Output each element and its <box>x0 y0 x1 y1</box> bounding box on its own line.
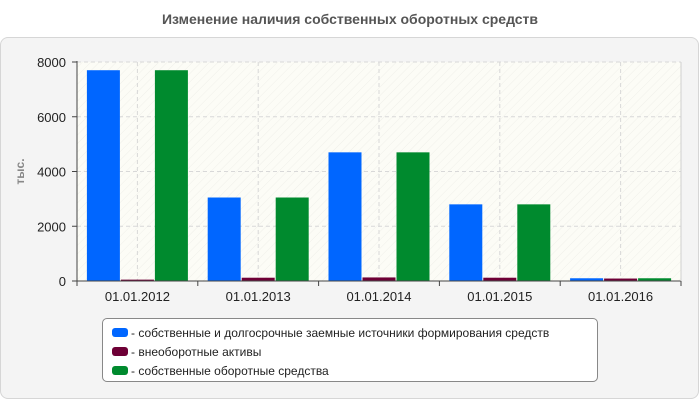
legend-swatch <box>112 347 128 357</box>
legend-item: - собственные и долгосрочные заемные ист… <box>112 324 597 343</box>
bar <box>120 279 154 281</box>
bar <box>396 152 430 281</box>
legend-label: - собственные оборотные средства <box>131 364 329 378</box>
bar <box>362 277 396 281</box>
bar <box>638 278 672 281</box>
x-tick-label: 01.01.2013 <box>226 289 291 304</box>
x-tick-label: 01.01.2014 <box>346 289 411 304</box>
bar <box>207 197 241 281</box>
legend-label: - внеоборотные активы <box>131 345 262 359</box>
bar <box>275 197 309 281</box>
y-tick-label: 6000 <box>37 110 66 125</box>
legend-swatch <box>112 328 128 338</box>
legend-swatch <box>112 366 128 376</box>
bar <box>328 152 362 281</box>
y-tick-label: 8000 <box>37 55 66 70</box>
y-axis-label: тыс. <box>13 158 27 184</box>
bar <box>241 277 275 281</box>
chart-title: Изменение наличия собственных оборотных … <box>161 11 539 27</box>
bar <box>483 277 517 281</box>
bar <box>86 70 120 282</box>
bar <box>570 278 604 281</box>
x-tick-label: 01.01.2012 <box>105 289 170 304</box>
legend-label: - собственные и долгосрочные заемные ист… <box>131 326 550 340</box>
legend: - собственные и долгосрочные заемные ист… <box>102 318 598 382</box>
bar <box>449 204 483 281</box>
y-tick-label: 2000 <box>37 219 66 234</box>
x-tick-label: 01.01.2015 <box>467 289 532 304</box>
bar <box>154 70 188 282</box>
y-tick-label: 0 <box>59 274 66 289</box>
bar <box>604 278 638 281</box>
y-tick-label: 4000 <box>37 165 66 180</box>
legend-item: - собственные оборотные средства <box>112 362 597 381</box>
x-tick-label: 01.01.2016 <box>588 289 653 304</box>
bar <box>517 204 551 281</box>
legend-item: - внеоборотные активы <box>112 343 597 362</box>
